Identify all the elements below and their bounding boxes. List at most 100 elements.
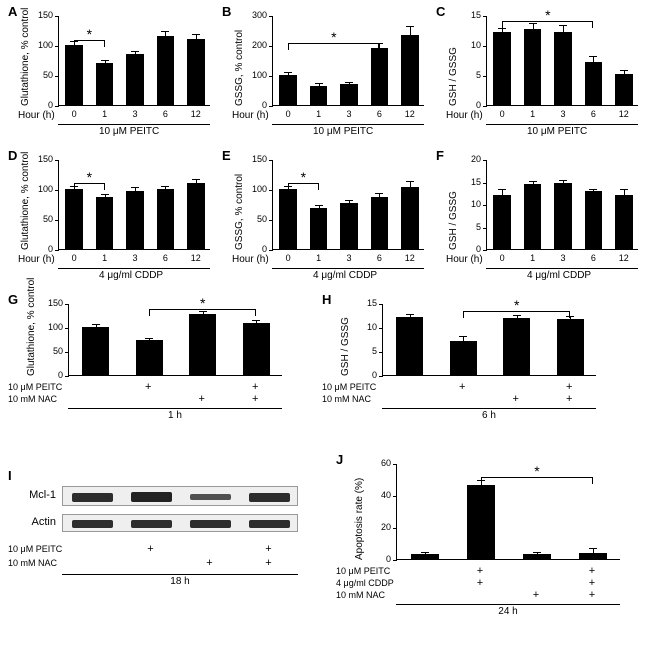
bar (187, 183, 205, 249)
condition-plus: + (147, 543, 153, 555)
bar (279, 189, 297, 249)
condition-label: 10 μM PEITC (322, 382, 376, 392)
blot-band (72, 493, 113, 502)
panel-label: B (222, 4, 231, 19)
xtick-label: 1 (530, 253, 535, 263)
xtick-label: 0 (286, 253, 291, 263)
significance-star: * (331, 29, 336, 45)
condition-plus: + (252, 381, 258, 393)
xtick-label: 12 (619, 109, 629, 119)
ytick-label: 0 (386, 554, 391, 564)
xtick-label: 0 (72, 253, 77, 263)
significance-star: * (87, 26, 92, 42)
condition-plus: + (589, 589, 595, 601)
bar (340, 84, 358, 105)
ytick-label: 50 (257, 214, 267, 224)
condition-label: 10 μM PEITC (336, 566, 390, 576)
xtick-label: 12 (405, 253, 415, 263)
condition-plus: + (265, 557, 271, 569)
xtick-label: 0 (72, 109, 77, 119)
ytick-label: 200 (252, 40, 267, 50)
condition-label: 10 mM NAC (336, 590, 385, 600)
hour-label: 1 h (168, 410, 182, 421)
blot-band (131, 520, 172, 527)
xtick-label: 1 (102, 253, 107, 263)
panel-E: E050100150013612*GSSG, % controlHour (h)… (222, 148, 428, 288)
bar (65, 189, 83, 249)
xtick-label: 0 (500, 109, 505, 119)
bar (615, 74, 633, 105)
bar (310, 208, 328, 249)
y-axis-label: GSH / GSSG (448, 191, 459, 250)
ytick-label: 0 (262, 244, 267, 254)
xtick-label: 12 (191, 253, 201, 263)
panel-label: H (322, 292, 331, 307)
bar (82, 327, 109, 375)
xtick-label: 0 (286, 109, 291, 119)
panel-B: B0100200300013612*GSSG, % controlHour (h… (222, 4, 428, 144)
plot-area: 050100150013612* (272, 160, 424, 250)
panel-H: H051015*GSH / GSSG10 μM PEITC++10 mM NAC… (322, 292, 602, 442)
bar (401, 35, 419, 106)
treatment-label: 4 μg/ml CDDP (527, 270, 591, 281)
bar (189, 314, 216, 375)
plot-area: 050100150013612* (58, 160, 210, 250)
hour-label: 24 h (498, 606, 517, 617)
significance-star: * (200, 295, 205, 311)
bar (585, 191, 603, 249)
xtick-label: 1 (102, 109, 107, 119)
panel-label: J (336, 452, 343, 467)
panel-C: C051015013612*GSH / GSSGHour (h)10 μM PE… (436, 4, 642, 144)
bar (585, 62, 603, 105)
xtick-label: 12 (405, 109, 415, 119)
panel-label: A (8, 4, 17, 19)
condition-label: 10 mM NAC (8, 394, 57, 404)
xtick-label: 1 (530, 109, 535, 119)
blot-band (72, 520, 113, 527)
bar (371, 197, 389, 249)
ytick-label: 150 (252, 154, 267, 164)
ytick-label: 15 (471, 177, 481, 187)
plot-area: 050100150* (68, 304, 282, 376)
condition-plus: + (566, 381, 572, 393)
blot-band (249, 493, 290, 502)
ytick-label: 40 (381, 490, 391, 500)
xtick-label: 6 (377, 109, 382, 119)
significance-star: * (87, 169, 92, 185)
plot-area: 051015* (382, 304, 596, 376)
plot-area: 051015013612* (486, 16, 638, 106)
y-axis-label: Glutathione, % control (20, 152, 31, 250)
bar (279, 75, 297, 105)
ytick-label: 100 (38, 184, 53, 194)
ytick-label: 0 (48, 244, 53, 254)
blot-box (62, 486, 298, 506)
treatment-label: 4 μg/ml CDDP (99, 270, 163, 281)
panel-label: C (436, 4, 445, 19)
y-axis-label: GSSG, % control (234, 30, 245, 106)
ytick-label: 60 (381, 458, 391, 468)
xtick-label: 6 (591, 253, 596, 263)
x-axis-label: Hour (h) (446, 110, 483, 121)
panel-label: E (222, 148, 231, 163)
condition-label: 10 μM PEITC (8, 544, 62, 554)
treatment-label: 10 μM PEITC (313, 126, 373, 137)
y-axis-label: Glutathione, % control (20, 8, 31, 106)
panel-label: I (8, 468, 12, 483)
condition-plus: + (513, 393, 519, 405)
bar (579, 553, 607, 559)
xtick-label: 3 (346, 253, 351, 263)
blot-box (62, 514, 298, 532)
xtick-label: 6 (163, 253, 168, 263)
xtick-label: 3 (560, 253, 565, 263)
condition-label: 10 μM PEITC (8, 382, 62, 392)
hour-label: 6 h (482, 410, 496, 421)
xtick-label: 1 (316, 253, 321, 263)
ytick-label: 0 (48, 100, 53, 110)
xtick-label: 1 (316, 109, 321, 119)
panel-F: F05101520013612GSH / GSSGHour (h)4 μg/ml… (436, 148, 642, 288)
ytick-label: 100 (48, 322, 63, 332)
bar (187, 39, 205, 105)
condition-plus: + (199, 393, 205, 405)
condition-label: 4 μg/ml CDDP (336, 578, 394, 588)
condition-label: 10 mM NAC (8, 558, 57, 568)
